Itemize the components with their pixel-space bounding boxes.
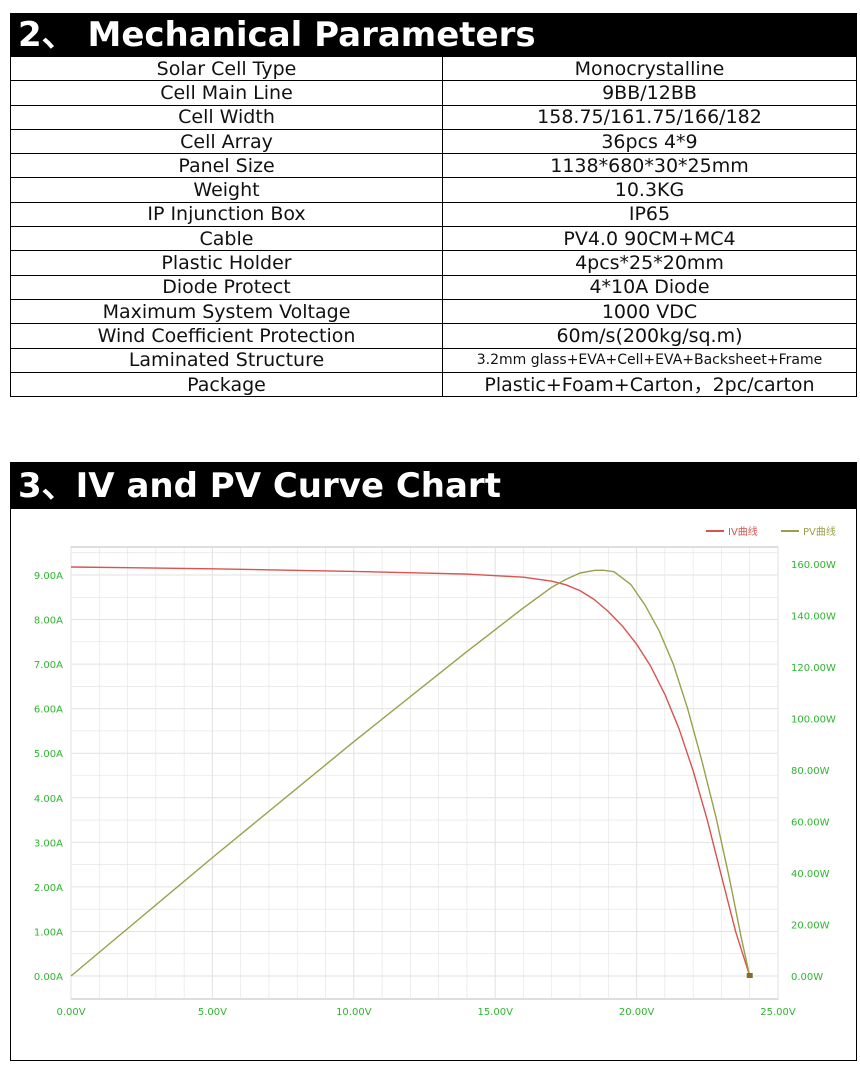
param-value: 60m/s(200kg/sq.m) bbox=[442, 323, 857, 349]
param-label: Laminated Structure bbox=[10, 347, 443, 373]
param-row: Package Plastic+Foam+Carton，2pc/carton bbox=[10, 371, 857, 398]
param-row: Maximum System Voltage 1000 VDC bbox=[10, 298, 857, 325]
y-right-tick-label: 20.00W bbox=[791, 921, 830, 932]
legend-iv-label: IV曲线 bbox=[728, 525, 758, 538]
param-value: Plastic+Foam+Carton，2pc/carton bbox=[442, 371, 857, 398]
mechanical-parameters-table: Solar Cell Type Monocrystalline Cell Main … bbox=[10, 55, 857, 398]
y-left-tick-label: 6.00A bbox=[34, 705, 63, 716]
param-value: 1138*680*30*25mm bbox=[442, 153, 857, 179]
section-title-iv-pv: 3、IV and PV Curve Chart bbox=[10, 462, 857, 509]
param-label: Cell Main Line bbox=[10, 80, 443, 106]
param-value: IP65 bbox=[442, 201, 857, 228]
x-tick-label: 10.00V bbox=[336, 1007, 372, 1018]
param-value: 9BB/12BB bbox=[442, 80, 857, 106]
param-label: Diode Protect bbox=[10, 274, 443, 300]
param-row: Wind Coefficient Protection 60m/s(200kg/s… bbox=[10, 323, 857, 349]
plot-area bbox=[70, 546, 779, 1000]
param-label: Solar Cell Type bbox=[10, 55, 443, 82]
x-tick-label: 25.00V bbox=[760, 1007, 796, 1018]
param-label: Package bbox=[10, 371, 443, 398]
y-left-tick-label: 1.00A bbox=[34, 927, 63, 938]
y-left-tick-label: 0.00A bbox=[34, 972, 63, 983]
param-row: IP Injunction Box IP65 bbox=[10, 201, 857, 228]
param-value: 1000 VDC bbox=[442, 298, 857, 325]
param-row: Plastic Holder 4pcs*25*20mm bbox=[10, 250, 857, 276]
param-row: Cell Main Line 9BB/12BB bbox=[10, 80, 857, 106]
param-row: Solar Cell Type Monocrystalline bbox=[10, 55, 857, 82]
iv-pv-chart: 0.00A 1.00A 2.00A 3.00A 4.00A 5.00A 6.00A 7.00A… bbox=[34, 525, 836, 1018]
y-right-tick-label: 80.00W bbox=[791, 766, 830, 777]
y-left-tick-label: 3.00A bbox=[34, 838, 63, 849]
param-value: 4*10A Diode bbox=[442, 274, 857, 300]
param-value: 10.3KG bbox=[442, 177, 857, 203]
pv-curve-line bbox=[70, 569, 751, 977]
param-value: 3.2mm glass+EVA+Cell+EVA+Backsheet+Frame bbox=[442, 347, 857, 373]
param-label: Cell Array bbox=[10, 128, 443, 155]
y-left-tick-label: 5.00A bbox=[34, 749, 63, 760]
param-label: Wind Coefficient Protection bbox=[10, 323, 443, 349]
param-label: Cell Width bbox=[10, 104, 443, 130]
curve-end-marker bbox=[746, 973, 753, 978]
y-right-tick-label: 100.00W bbox=[791, 715, 836, 726]
y-right-tick-label: 120.00W bbox=[791, 663, 836, 674]
x-tick-label: 20.00V bbox=[619, 1007, 655, 1018]
param-value: 36pcs 4*9 bbox=[442, 128, 857, 155]
y-right-tick-label: 40.00W bbox=[791, 869, 830, 880]
param-label: Weight bbox=[10, 177, 443, 203]
y-left-tick-label: 2.00A bbox=[34, 883, 63, 894]
param-value: 158.75/161.75/166/182 bbox=[442, 104, 857, 130]
param-row: Cable PV4.0 90CM+MC4 bbox=[10, 226, 857, 252]
y-left-tick-label: 7.00A bbox=[34, 660, 63, 671]
y-right-tick-label: 140.00W bbox=[791, 612, 836, 623]
y-left-tick-label: 9.00A bbox=[34, 571, 63, 582]
param-row: Laminated Structure 3.2mm glass+EVA+Cell+… bbox=[10, 347, 857, 373]
iv-pv-chart-frame: 0.00A 1.00A 2.00A 3.00A 4.00A 5.00A 6.00A 7.00A… bbox=[10, 509, 857, 1061]
y-right-tick-label: 0.00W bbox=[791, 972, 823, 983]
param-label: Plastic Holder bbox=[10, 250, 443, 276]
param-label: Maximum System Voltage bbox=[10, 298, 443, 325]
param-label: IP Injunction Box bbox=[10, 201, 443, 228]
y-left-tick-label: 8.00A bbox=[34, 616, 63, 627]
param-label: Panel Size bbox=[10, 153, 443, 179]
x-tick-label: 5.00V bbox=[198, 1007, 227, 1018]
y-right-tick-label: 160.00W bbox=[791, 560, 836, 571]
param-value: PV4.0 90CM+MC4 bbox=[442, 226, 857, 252]
param-value: 4pcs*25*20mm bbox=[442, 250, 857, 276]
param-row: Diode Protect 4*10A Diode bbox=[10, 274, 857, 300]
param-value: Monocrystalline bbox=[442, 55, 857, 82]
param-label: Cable bbox=[10, 226, 443, 252]
x-tick-label: 15.00V bbox=[477, 1007, 513, 1018]
legend-pv-label: PV曲线 bbox=[803, 525, 836, 538]
param-row: Panel Size 1138*680*30*25mm bbox=[10, 153, 857, 179]
iv-curve-line bbox=[70, 566, 751, 977]
y-right-tick-label: 60.00W bbox=[791, 818, 830, 829]
param-row: Cell Array 36pcs 4*9 bbox=[10, 128, 857, 155]
x-tick-label: 0.00V bbox=[56, 1007, 85, 1018]
section-title-mechanical: 2、 Mechanical Parameters bbox=[10, 13, 857, 56]
param-row: Weight 10.3KG bbox=[10, 177, 857, 203]
param-row: Cell Width 158.75/161.75/166/182 bbox=[10, 104, 857, 130]
y-left-tick-label: 4.00A bbox=[34, 794, 63, 805]
